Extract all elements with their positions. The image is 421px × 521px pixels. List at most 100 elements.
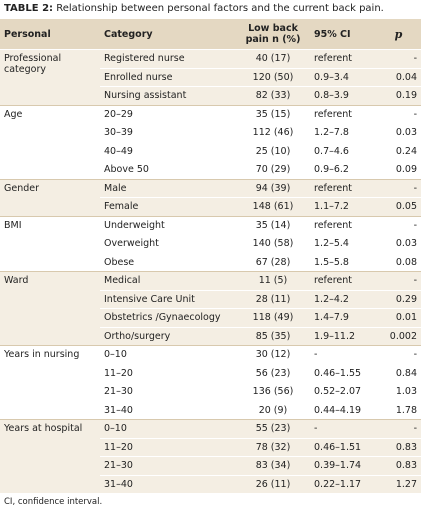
table-cell: Underweight [100, 215, 236, 235]
table-cell: 0.8–3.9 [310, 86, 376, 105]
table-cell: referent [310, 49, 376, 68]
table-cell: 0.46–1.55 [310, 363, 376, 383]
table-cell: - [376, 345, 421, 364]
table-row: Gender Male 94 (39) referent - [0, 178, 421, 216]
table-cell: 30–39 [100, 123, 236, 142]
table-cell: 1.78 [376, 400, 421, 420]
table-cell: - [376, 178, 421, 198]
table-row: Female 148 (61) 1.1–7.2 0.05 [0, 197, 421, 216]
table-cell: 31–40 [100, 400, 236, 420]
table-cell: 0.7–4.6 [310, 141, 376, 161]
header-row: Personal Category Low back pain n (%) 95% C… [0, 19, 421, 50]
table-cell: 0.29 [376, 289, 421, 309]
personal-cell: Gender [0, 178, 100, 216]
table-cell: 1.9–11.2 [310, 326, 376, 346]
table-cell: Nursing assistant [100, 86, 236, 105]
table-row: Ward Medical 11 (5) referent - [0, 271, 421, 346]
table-cell: 0.05 [376, 197, 421, 216]
table-cell: - [376, 215, 421, 235]
table-cell: 30 (12) [236, 345, 310, 364]
table-cell: 0–10 [100, 345, 236, 364]
table-cell: Male [100, 178, 236, 198]
table-title: TABLE 2: Relationship between personal f… [0, 0, 421, 19]
table-row: Ortho/surgery 85 (35) 1.9–11.2 0.002 [0, 326, 421, 346]
table-cell: 120 (50) [236, 67, 310, 87]
table-cell: 70 (29) [236, 160, 310, 179]
table-cell: 0.03 [376, 234, 421, 253]
table-cell: 0.39–1.74 [310, 456, 376, 475]
table-cell: - [310, 419, 376, 438]
header-cell: Personal [0, 19, 100, 50]
table-row: 21–30 136 (56) 0.52–2.07 1.03 [0, 382, 421, 401]
table-cell: 1.1–7.2 [310, 197, 376, 216]
table-cell: 83 (34) [236, 456, 310, 475]
personal-cell: Years at hospital [0, 419, 100, 493]
table-row: 40–49 25 (10) 0.7–4.6 0.24 [0, 141, 421, 161]
table-cell: 40–49 [100, 141, 236, 161]
header-cell: 95% CI [310, 19, 376, 50]
table-cell: - [376, 271, 421, 290]
table-cell: 26 (11) [236, 474, 310, 493]
table-cell: 112 (46) [236, 123, 310, 142]
table-cell: 0.44–4.19 [310, 400, 376, 420]
table-cell: 0.9–3.4 [310, 67, 376, 87]
table-cell: 78 (32) [236, 437, 310, 457]
table-cell: Medical [100, 271, 236, 290]
table-cell: Registered nurse [100, 49, 236, 68]
table-cell: 1.4–7.9 [310, 308, 376, 327]
table-cell: Enrolled nurse [100, 67, 236, 87]
table-cell: 0.01 [376, 308, 421, 327]
table-row: 11–20 56 (23) 0.46–1.55 0.84 [0, 363, 421, 383]
table-cell: 0.22–1.17 [310, 474, 376, 493]
table-cell: 35 (15) [236, 104, 310, 124]
table-cell: 56 (23) [236, 363, 310, 383]
table-row: Professional category Registered nurse 40 … [0, 49, 421, 105]
table-cell: 11 (5) [236, 271, 310, 290]
table-cell: 0.04 [376, 67, 421, 87]
table-cell: 1.5–5.8 [310, 252, 376, 272]
table-cell: 0.24 [376, 141, 421, 161]
table-cell: 11–20 [100, 437, 236, 457]
table-cell: referent [310, 271, 376, 290]
table-cell: 0.83 [376, 456, 421, 475]
table-cell: 25 (10) [236, 141, 310, 161]
personal-cell: Age [0, 104, 100, 179]
table-row: Overweight 140 (58) 1.2–5.4 0.03 [0, 234, 421, 253]
table-cell: 140 (58) [236, 234, 310, 253]
table-cell: 55 (23) [236, 419, 310, 438]
table-cell: 28 (11) [236, 289, 310, 309]
personal-cell: Ward [0, 271, 100, 346]
table-row: Nursing assistant 82 (33) 0.8–3.9 0.19 [0, 86, 421, 105]
table-cell: 136 (56) [236, 382, 310, 401]
table-row: Above 50 70 (29) 0.9–6.2 0.09 [0, 160, 421, 179]
table-row: Intensive Care Unit 28 (11) 1.2–4.2 0.29 [0, 289, 421, 309]
table-cell: referent [310, 178, 376, 198]
table-row: Obese 67 (28) 1.5–5.8 0.08 [0, 252, 421, 272]
table-cell: 148 (61) [236, 197, 310, 216]
table-cell: - [376, 49, 421, 68]
footnote: CI, confidence interval. [4, 497, 103, 507]
table-cell: - [310, 345, 376, 364]
table-cell: Ortho/surgery [100, 326, 236, 346]
table-row: Years at hospital 0–10 55 (23) - - [0, 419, 421, 493]
table-cell: Obstetrics /Gynaecology [100, 308, 236, 327]
table-cell: 0.09 [376, 160, 421, 179]
table-row: 31–40 26 (11) 0.22–1.17 1.27 [0, 474, 421, 493]
table-row: 21–30 83 (34) 0.39–1.74 0.83 [0, 456, 421, 475]
table-cell: 0.9–6.2 [310, 160, 376, 179]
table-cell: 20 (9) [236, 400, 310, 420]
table-cell: Obese [100, 252, 236, 272]
table-row: Years in nursing 0–10 30 (12) - - [0, 345, 421, 420]
table-cell: 0.08 [376, 252, 421, 272]
table-cell: 94 (39) [236, 178, 310, 198]
table-row: 11–20 78 (32) 0.46–1.51 0.83 [0, 437, 421, 457]
table-cell: 82 (33) [236, 86, 310, 105]
table-cell: Female [100, 197, 236, 216]
table-cell: - [376, 419, 421, 438]
table-cell: 0.19 [376, 86, 421, 105]
table-row: BMI Underweight 35 (14) referent - [0, 215, 421, 272]
header-cell: Low back pain n (%) [236, 19, 310, 50]
table-cell: referent [310, 215, 376, 235]
table-cell: 31–40 [100, 474, 236, 493]
table-row: 31–40 20 (9) 0.44–4.19 1.78 [0, 400, 421, 420]
